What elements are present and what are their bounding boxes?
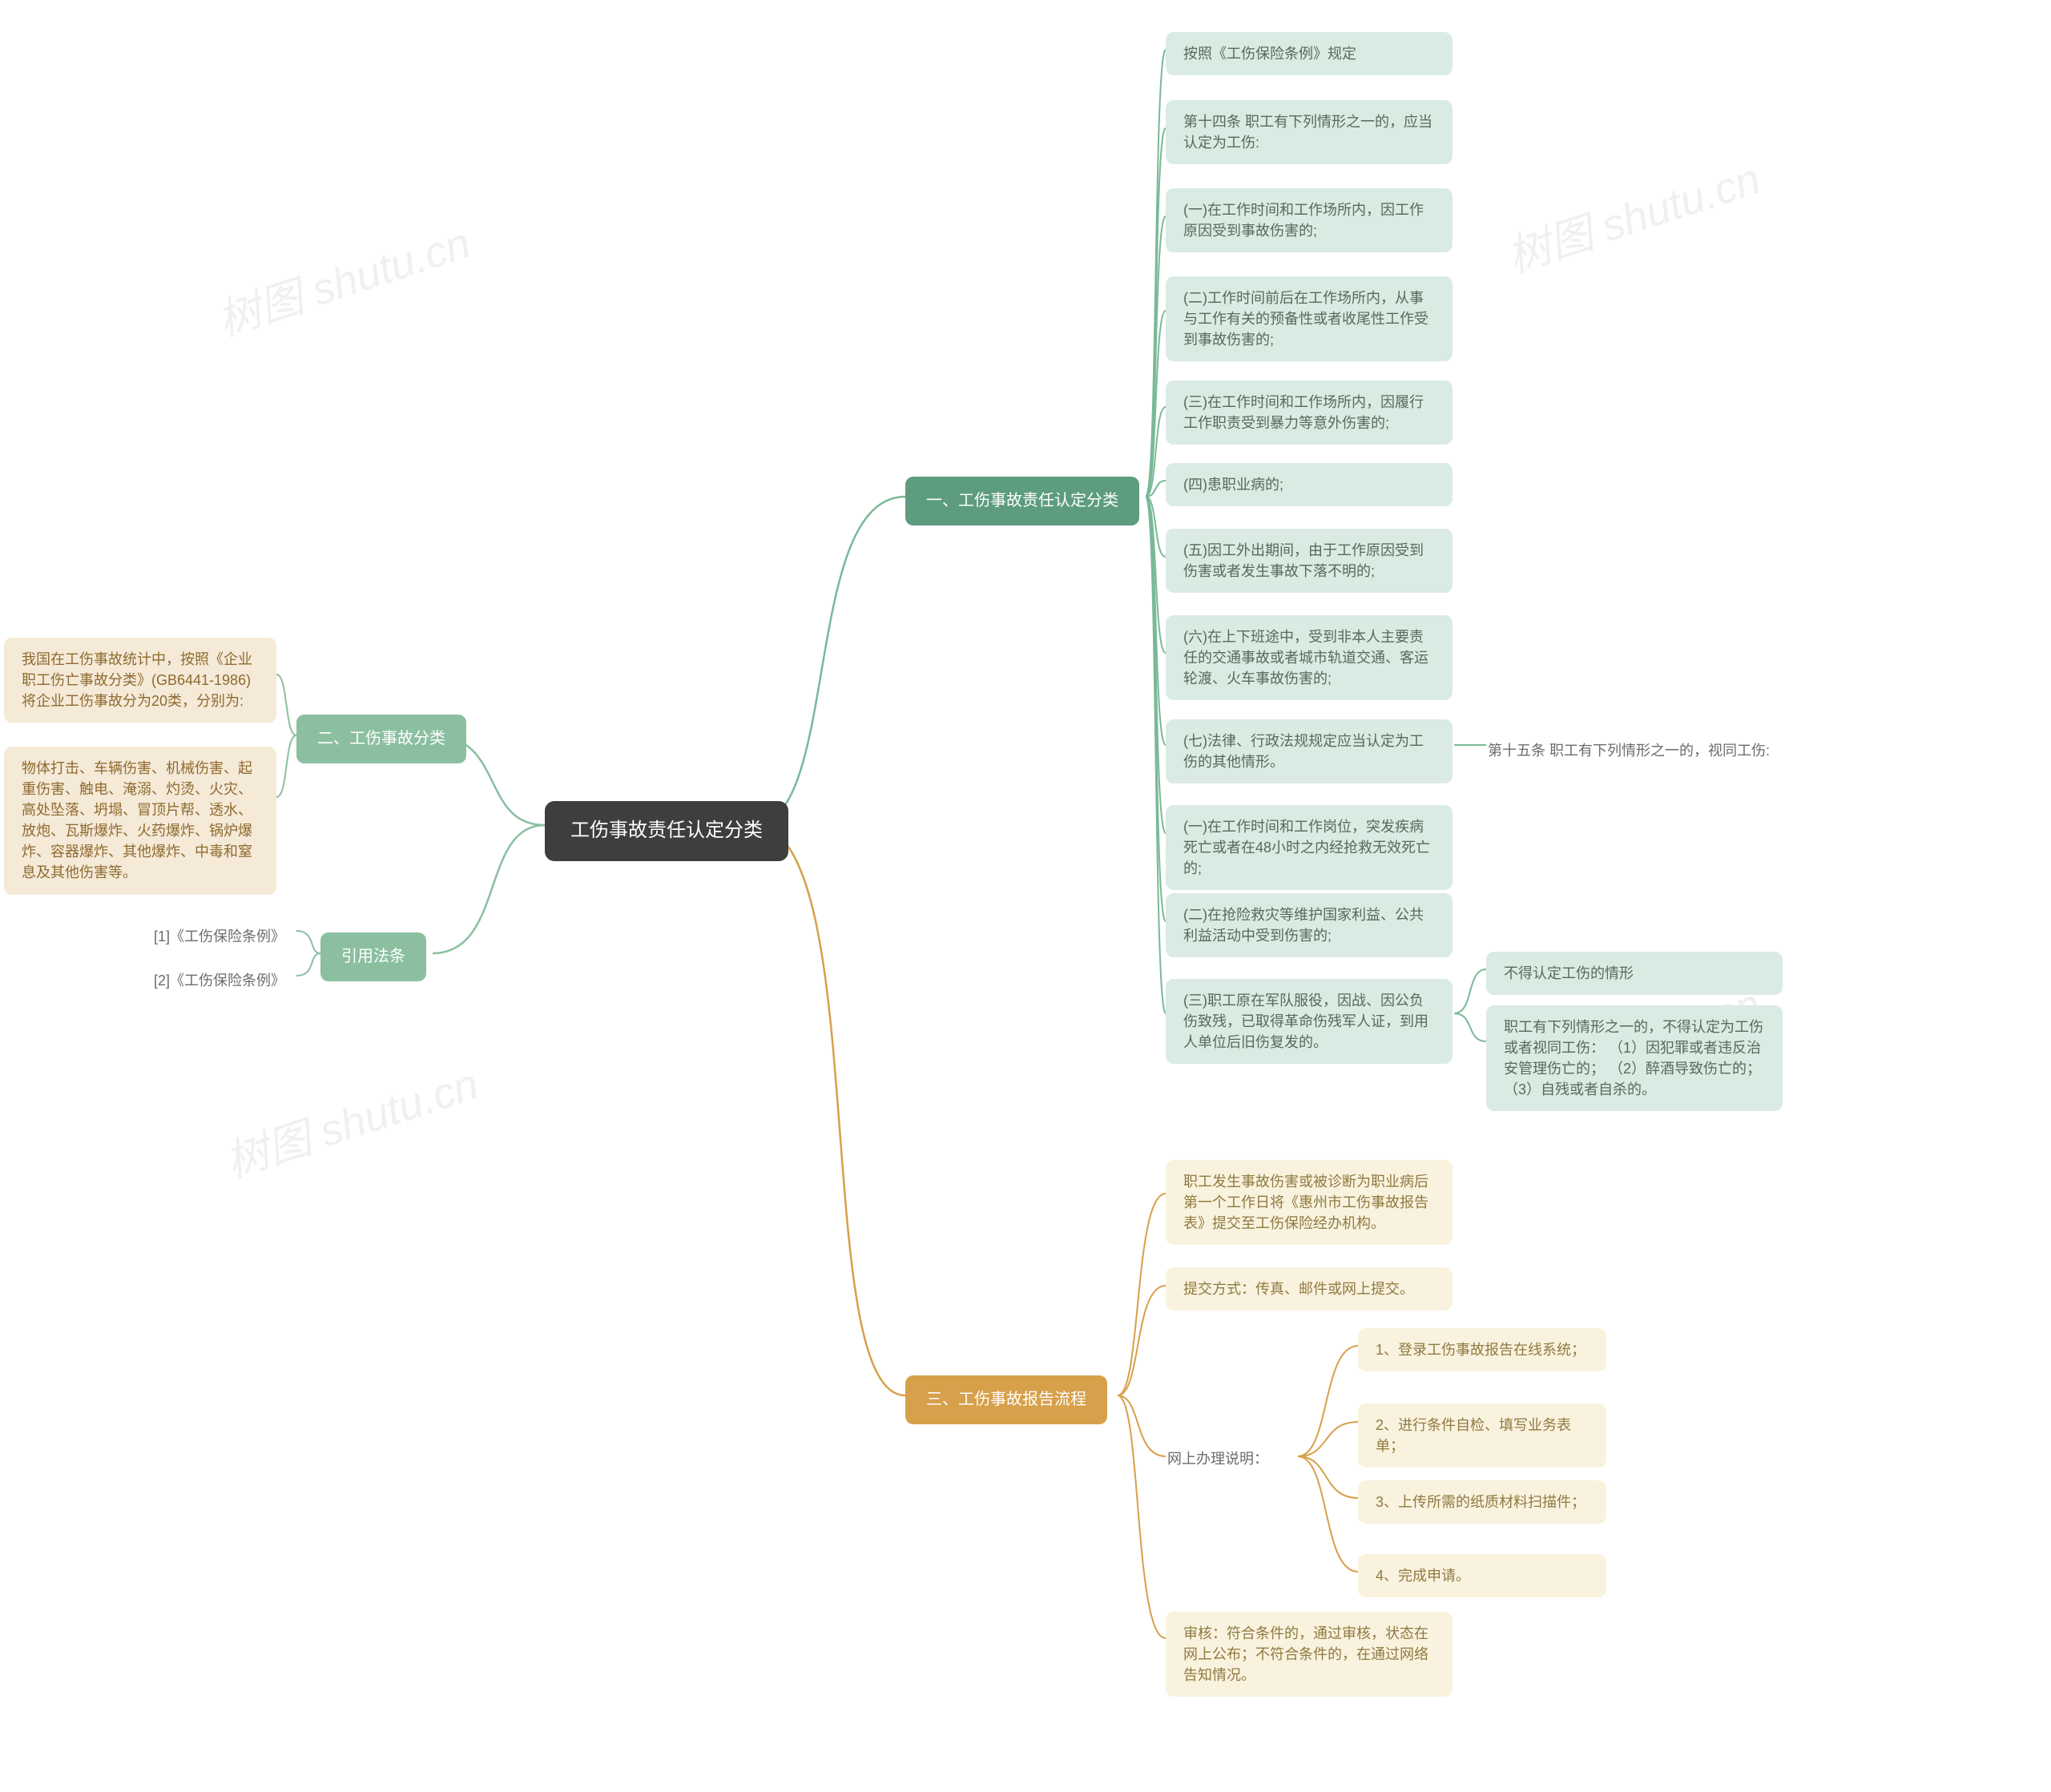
b3-leaf: 职工发生事故伤害或被诊断为职业病后第一个工作日将《惠州市工伤事故报告表》提交至工… [1166, 1160, 1453, 1245]
b1-sub-12b: 职工有下列情形之一的，不得认定为工伤或者视同工伤： （1）因犯罪或者违反治安管理… [1486, 1005, 1783, 1111]
b4-leaf: [2]《工伤保险条例》 [152, 965, 287, 996]
b1-leaf: 按照《工伤保险条例》规定 [1166, 32, 1453, 75]
b3-leaf: 网上办理说明： [1166, 1444, 1270, 1474]
b1-leaf: 第十四条 职工有下列情形之一的，应当认定为工伤: [1166, 100, 1453, 164]
b1-leaf: (六)在上下班途中，受到非本人主要责任的交通事故或者城市轨道交通、客运轮渡、火车… [1166, 615, 1453, 700]
b2-leaf: 我国在工伤事故统计中，按照《企业职工伤亡事故分类》(GB6441-1986)将企… [4, 638, 276, 723]
b2-leaf: 物体打击、车辆伤害、机械伤害、起重伤害、触电、淹溺、灼烫、火灾、高处坠落、坍塌、… [4, 747, 276, 895]
b1-leaf: (四)患职业病的; [1166, 463, 1453, 506]
watermark: 树图 shutu.cn [216, 1049, 486, 1190]
b1-leaf: (一)在工作时间和工作场所内，因工作原因受到事故伤害的; [1166, 188, 1453, 252]
watermark: 树图 shutu.cn [1498, 143, 1767, 284]
connector-layer [0, 0, 2051, 1792]
b1-leaf: (三)职工原在军队服役，因战、因公负伤致残，已取得革命伤残军人证，到用人单位后旧… [1166, 979, 1453, 1064]
b3-leaf: 提交方式：传真、邮件或网上提交。 [1166, 1267, 1453, 1311]
b1-sub-12a: 不得认定工伤的情形 [1486, 952, 1783, 995]
b1-leaf: (三)在工作时间和工作场所内，因履行工作职责受到暴力等意外伤害的; [1166, 381, 1453, 445]
b4-leaf: [1]《工伤保险条例》 [152, 921, 287, 952]
b3-step: 2、进行条件自检、填写业务表单； [1358, 1403, 1606, 1468]
b1-leaf: (五)因工外出期间，由于工作原因受到伤害或者发生事故下落不明的; [1166, 529, 1453, 593]
b1-leaf: (七)法律、行政法规规定应当认定为工伤的其他情形。 [1166, 719, 1453, 783]
branch-1: 一、工伤事故责任认定分类 [905, 477, 1139, 526]
branch-4: 引用法条 [320, 932, 426, 981]
b3-step: 4、完成申请。 [1358, 1554, 1606, 1597]
b3-step: 1、登录工伤事故报告在线系统； [1358, 1328, 1606, 1371]
b3-step: 3、上传所需的纸质材料扫描件； [1358, 1480, 1606, 1524]
mindmap-canvas: 树图 shutu.cn 树图 shutu.cn 树图 shutu.cn 树图 s… [0, 0, 2051, 1792]
root-node: 工伤事故责任认定分类 [545, 801, 788, 861]
branch-3: 三、工伤事故报告流程 [905, 1375, 1107, 1424]
b1-leaf: (二)工作时间前后在工作场所内，从事与工作有关的预备性或者收尾性工作受到事故伤害… [1166, 276, 1453, 361]
b1-sub-9: 第十五条 职工有下列情形之一的，视同工伤: [1486, 735, 1823, 766]
b3-leaf: 审核：符合条件的，通过审核，状态在网上公布；不符合条件的，在通过网络告知情况。 [1166, 1612, 1453, 1697]
b1-leaf: (二)在抢险救灾等维护国家利益、公共利益活动中受到伤害的; [1166, 893, 1453, 957]
b1-leaf: (一)在工作时间和工作岗位，突发疾病死亡或者在48小时之内经抢救无效死亡的; [1166, 805, 1453, 890]
watermark: 树图 shutu.cn [208, 207, 477, 348]
branch-2: 二、工伤事故分类 [296, 715, 466, 763]
